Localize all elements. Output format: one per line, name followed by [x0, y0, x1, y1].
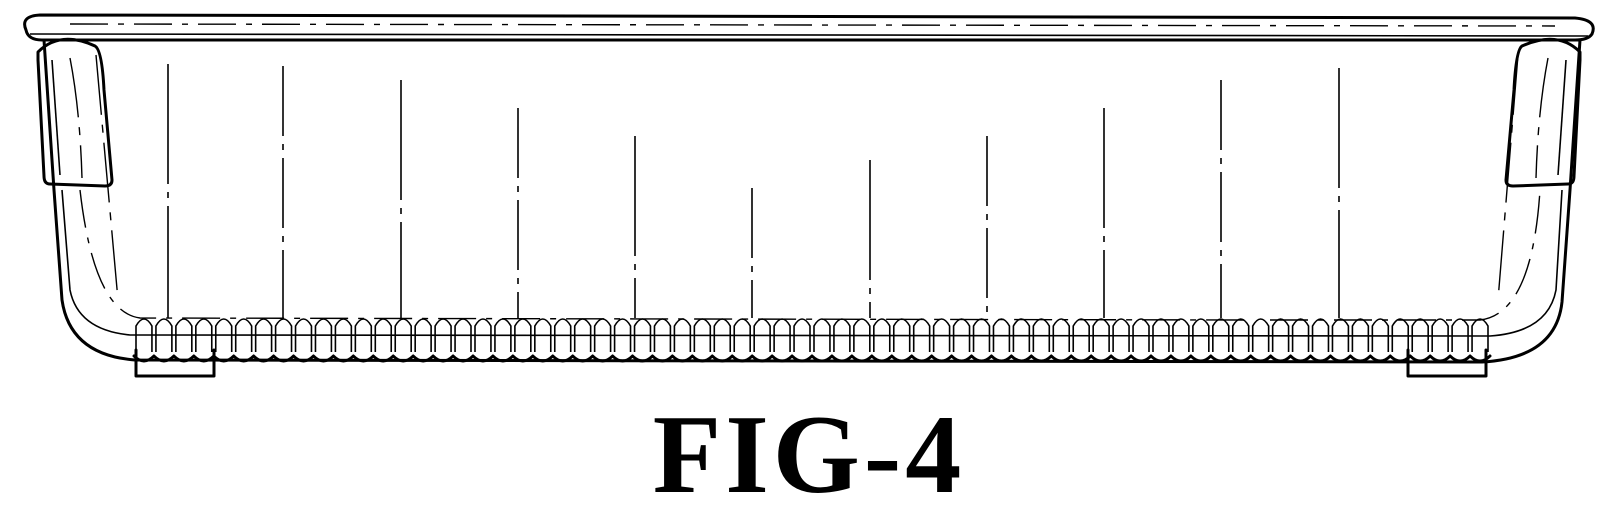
dish-body: [44, 40, 1580, 362]
vertical-rib-lines: [168, 64, 1339, 318]
left-foot: [136, 350, 214, 376]
figure-label: FIG-4: [0, 395, 1618, 515]
right-handle: [1506, 39, 1580, 186]
dish-side-view: [0, 0, 1618, 400]
rim: [25, 15, 1594, 40]
